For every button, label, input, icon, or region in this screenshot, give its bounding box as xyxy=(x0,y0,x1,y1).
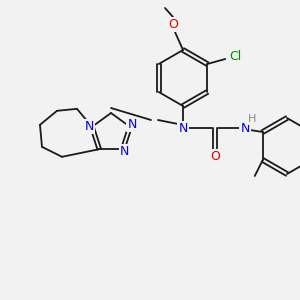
Text: Cl: Cl xyxy=(229,50,242,64)
Text: O: O xyxy=(210,149,220,163)
Text: O: O xyxy=(168,17,178,31)
Text: N: N xyxy=(84,120,94,133)
Text: N: N xyxy=(240,122,250,134)
Text: H: H xyxy=(248,114,256,124)
Text: N: N xyxy=(178,122,188,134)
Text: N: N xyxy=(120,145,129,158)
Text: N: N xyxy=(127,118,137,131)
